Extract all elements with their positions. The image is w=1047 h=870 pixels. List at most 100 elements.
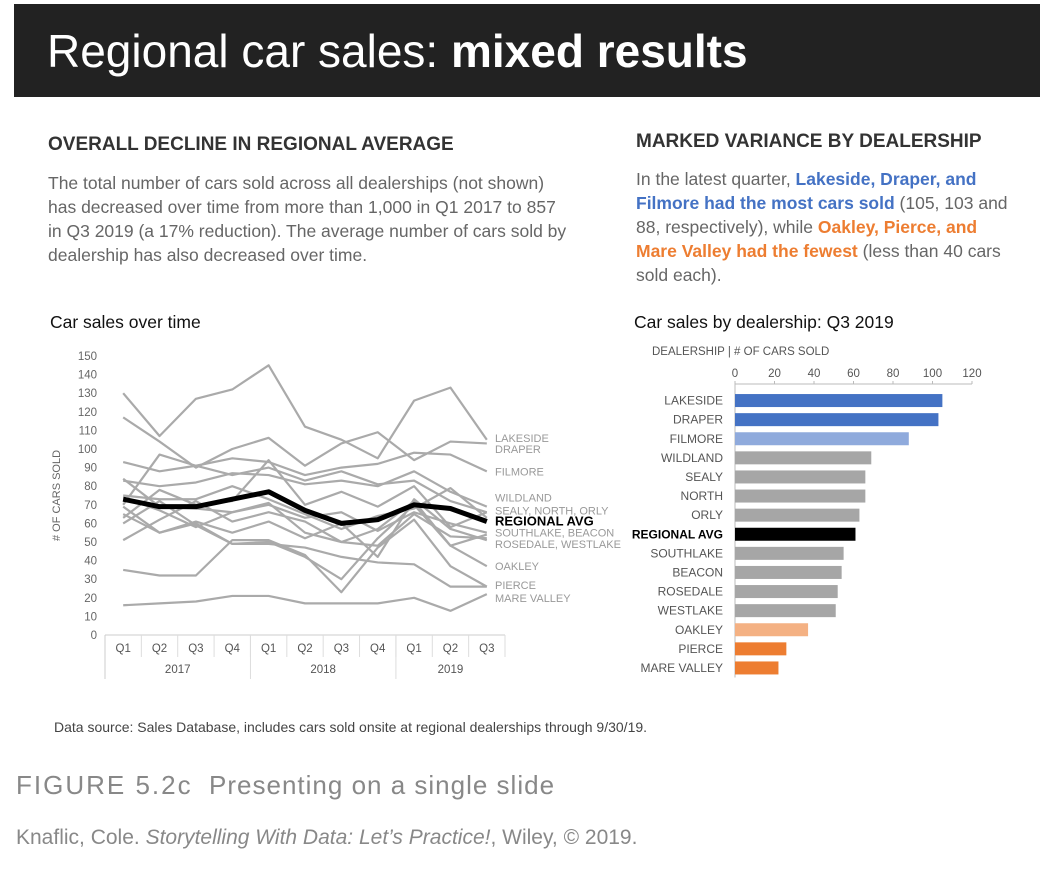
x-tick-label: 100 [923,368,942,380]
bar [735,432,909,446]
y-tick-label: 150 [78,351,97,363]
series-end-label: SOUTHLAKE, BEACON [495,528,614,540]
dealership-line [123,470,488,508]
bar-chart-title: Car sales by dealership: Q3 2019 [634,312,894,332]
title-part1: Regional car sales: [47,25,451,77]
bar-category-label: MARE VALLEY [641,661,723,675]
dealership-line [122,451,488,477]
cite-title: Storytelling With Data: Let’s Practice! [145,826,491,849]
bar-category-label: NORTH [681,489,723,503]
y-tick-label: 120 [78,407,97,419]
year-label: 2018 [310,664,336,676]
y-tick-label: 20 [84,593,97,605]
right-text-1: In the latest quarter, [636,169,796,189]
bar-category-label: ROSEDALE [658,585,723,599]
left-heading: OVERALL DECLINE IN REGIONAL AVERAGE [48,134,454,155]
x-tick-label: 120 [962,368,981,380]
figure-caption-text: Presenting on a single slide [209,770,556,800]
line-chart: # OF CARS SOLD 0 10 20 30 40 50 60 70 80 90 100 110 1… [51,351,621,679]
x-tick-label: Q4 [225,643,241,655]
y-tick-label: 110 [79,425,97,437]
title-bar: Regional car sales: mixed results [14,4,1040,97]
right-heading: MARKED VARIANCE BY DEALERSHIP [636,131,982,152]
line-chart-title: Car sales over time [50,312,201,332]
right-text-top-dealers: Lakeside, Draper, and Filmore had the mo… [636,169,977,213]
bar-axis-title: DEALERSHIP | # OF CARS SOLD [652,346,829,358]
bar-category-label: BEACON [672,565,723,579]
bar [735,489,866,503]
series-end-label: DRAPER [495,444,541,456]
regional-avg-line [122,489,488,526]
x-tick-label: 20 [768,368,781,380]
dealership-line [122,364,488,460]
right-text-3: (105, 103 and 88, respectively), while [636,193,1008,237]
series-end-label: ROSEDALE, WESTLAKE [495,539,621,551]
bar-chart: DEALERSHIP | # OF CARS SOLD 0 20 40 60 80 100 1… [632,346,982,678]
x-tick-label: 80 [887,368,900,380]
y-tick-label: 70 [84,500,97,512]
x-tick-label: Q1 [116,643,131,655]
page-title: Regional car sales: mixed results [47,24,748,78]
citation: Knaflic, Cole. Storytelling With Data: L… [16,826,637,850]
y-tick-label: 50 [84,537,97,549]
bar-category-label: OAKLEY [675,623,723,637]
bar [735,527,856,541]
y-tick-label: 90 [84,463,97,475]
data-source-note: Data source: Sales Database, includes ca… [54,719,648,735]
bar [735,470,866,484]
x-tick-label: Q1 [261,643,276,655]
dealership-line [122,498,488,558]
y-tick-label: 130 [78,388,97,400]
bar [735,546,844,560]
series-end-label: SEALY, NORTH, ORLY [495,505,609,517]
dealership-line [122,453,488,514]
bar [735,394,943,408]
bar-category-label: ORLY [691,508,723,522]
dealership-line [122,496,488,547]
figure-label: FIGURE 5.2c [16,770,193,800]
bar [735,413,939,427]
y-tick-label: 30 [84,574,97,586]
bar-category-label: LAKESIDE [664,394,723,408]
y-tick-label: 0 [91,630,97,642]
right-body: In the latest quarter, Lakeside, Draper,… [636,167,1021,287]
y-tick-label: 40 [84,556,97,568]
x-tick-label: Q2 [152,643,167,655]
bar [735,642,787,656]
dealership-line [122,505,487,588]
series-end-label: REGIONAL AVG [495,514,594,529]
title-part2: mixed results [450,25,748,77]
bar-category-label: FILMORE [670,432,723,446]
bar-category-label: DRAPER [673,413,723,427]
series-end-label: MARE VALLEY [495,593,571,605]
series-end-label: WILDLAND [495,492,552,504]
x-tick-label: Q3 [479,643,494,655]
dealership-line [123,485,488,531]
dealership-line [123,518,488,594]
x-tick-label: 60 [847,368,860,380]
series-end-label: LAKESIDE [495,433,549,445]
bar [735,661,779,675]
y-tick-label: 60 [84,518,97,530]
bar-category-label: REGIONAL AVG [632,527,723,541]
dealership-line [123,593,488,612]
bar [735,451,872,465]
y-tick-label: 80 [84,481,97,493]
x-tick-label: Q1 [406,643,421,655]
cite-author: Knaflic, Cole. [16,826,146,849]
bar-category-label: SOUTHLAKE [650,546,723,560]
figure-caption: FIGURE 5.2c Presenting on a single slide [16,770,555,801]
cite-rest: , Wiley, © 2019. [490,826,638,849]
bar [735,585,838,599]
bar [735,508,860,522]
x-tick-label: Q2 [443,643,458,655]
y-axis-label: # OF CARS SOLD [51,450,63,541]
x-tick-label: 40 [808,368,821,380]
bar-category-label: SEALY [685,470,723,484]
y-tick-label: 10 [84,611,97,623]
y-tick-label: 100 [78,444,97,456]
left-body: The total number of cars sold across all… [48,173,567,265]
bar [735,604,836,618]
series-end-label: PIERCE [495,580,536,592]
series-end-label: OAKLEY [495,561,540,573]
